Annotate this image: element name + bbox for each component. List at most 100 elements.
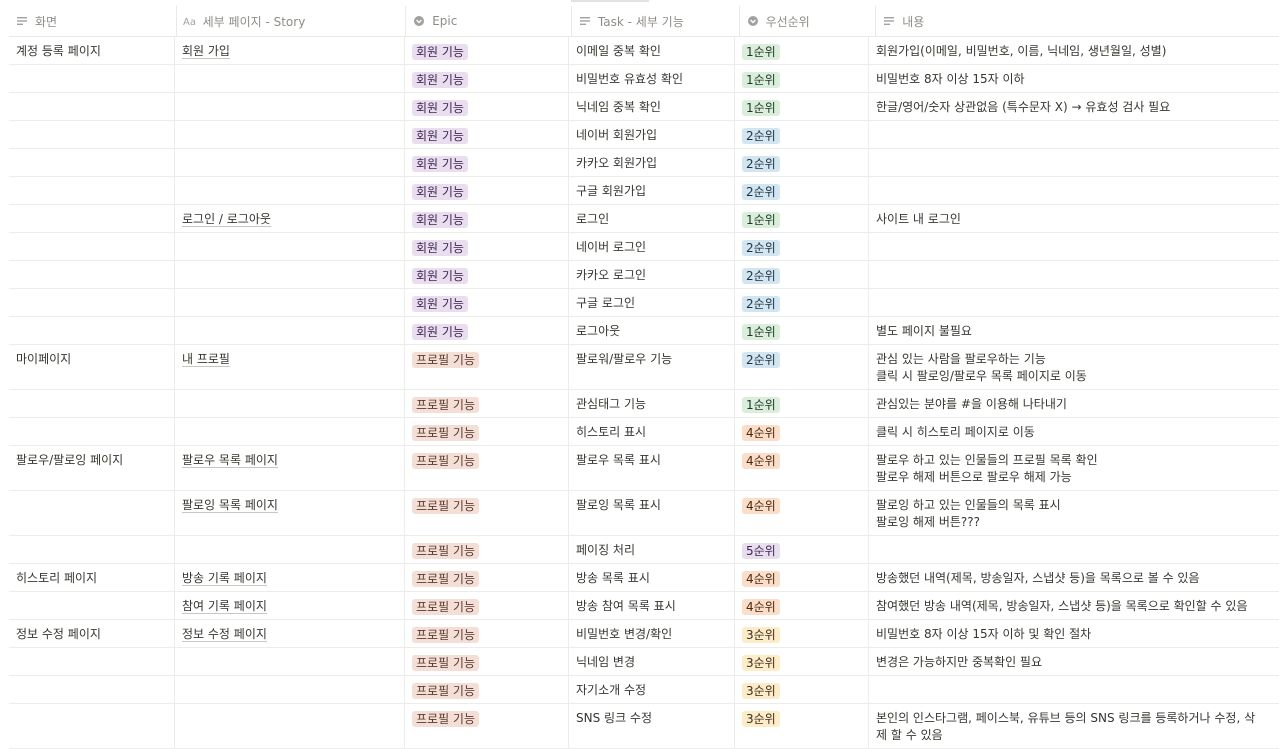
task-cell[interactable]: 닉네임 변경 <box>569 648 735 675</box>
screen-cell[interactable] <box>9 704 175 748</box>
screen-cell[interactable] <box>9 149 175 176</box>
story-cell[interactable]: 방송 기록 페이지 <box>175 564 405 591</box>
epic-cell[interactable]: 회원 기능 <box>405 177 569 204</box>
column-header-3[interactable]: Task - 세부 기능 <box>572 6 740 36</box>
task-cell[interactable]: 카카오 회원가입 <box>569 149 735 176</box>
story-title-link[interactable]: 로그인 / 로그아웃 <box>182 212 271 227</box>
task-cell[interactable]: 방송 목록 표시 <box>569 564 735 591</box>
story-cell[interactable] <box>175 65 405 92</box>
epic-cell[interactable]: 프로필 기능 <box>405 648 569 675</box>
epic-cell[interactable]: 회원 기능 <box>405 121 569 148</box>
priority-cell[interactable]: 1순위 <box>735 317 869 344</box>
story-cell[interactable] <box>175 704 405 748</box>
story-cell[interactable] <box>175 418 405 445</box>
task-cell[interactable]: 네이버 회원가입 <box>569 121 735 148</box>
priority-cell[interactable]: 3순위 <box>735 704 869 748</box>
screen-cell[interactable]: 정보 수정 페이지 <box>9 620 175 647</box>
content-cell[interactable]: 관심 있는 사람을 팔로우하는 기능 클릭 시 팔로잉/팔로우 목록 페이지로 … <box>876 352 1087 383</box>
priority-cell[interactable]: 2순위 <box>735 261 869 288</box>
task-cell[interactable]: 비밀번호 유효성 확인 <box>569 65 735 92</box>
table-row[interactable]: 회원 기능 카카오 회원가입 2순위 <box>9 149 1279 177</box>
table-row[interactable]: 회원 기능 비밀번호 유효성 확인 1순위 비밀번호 8자 이상 15자 이하 <box>9 65 1279 93</box>
epic-cell[interactable]: 프로필 기능 <box>405 676 569 703</box>
content-cell[interactable]: 변경은 가능하지만 중복확인 필요 <box>876 655 1043 669</box>
priority-cell[interactable]: 4순위 <box>735 592 869 619</box>
table-row[interactable]: 프로필 기능 히스토리 표시 4순위 클릭 시 히스토리 페이지로 이동 <box>9 418 1279 446</box>
epic-cell[interactable]: 회원 기능 <box>405 261 569 288</box>
epic-cell[interactable]: 프로필 기능 <box>405 418 569 445</box>
content-cell[interactable]: 한글/영어/숫자 상관없음 (특수문자 X) → 유효성 검사 필요 <box>876 100 1171 114</box>
priority-cell[interactable]: 1순위 <box>735 65 869 92</box>
priority-cell[interactable]: 3순위 <box>735 620 869 647</box>
task-cell[interactable]: 로그아웃 <box>569 317 735 344</box>
story-title-link[interactable]: 참여 기록 페이지 <box>182 599 267 614</box>
priority-cell[interactable]: 3순위 <box>735 676 869 703</box>
story-cell[interactable] <box>175 233 405 260</box>
story-cell[interactable]: 정보 수정 페이지 <box>175 620 405 647</box>
screen-cell[interactable] <box>9 65 175 92</box>
priority-cell[interactable]: 4순위 <box>735 418 869 445</box>
screen-cell[interactable] <box>9 648 175 675</box>
content-cell[interactable]: 별도 페이지 불필요 <box>876 324 972 338</box>
epic-cell[interactable]: 회원 기능 <box>405 65 569 92</box>
story-title-link[interactable]: 팔로우 목록 페이지 <box>182 453 278 468</box>
screen-cell[interactable] <box>9 491 175 535</box>
task-cell[interactable]: 로그인 <box>569 205 735 232</box>
screen-cell[interactable]: 팔로우/팔로잉 페이지 <box>9 446 175 490</box>
story-cell[interactable]: 내 프로필 <box>175 345 405 389</box>
content-cell[interactable]: 참여했던 방송 내역(제목, 방송일자, 스냅샷 등)을 목록으로 확인할 수 … <box>876 599 1248 613</box>
content-cell[interactable] <box>869 121 1279 148</box>
story-cell[interactable] <box>175 390 405 417</box>
story-cell[interactable] <box>175 149 405 176</box>
task-cell[interactable]: 팔로잉 목록 표시 <box>569 491 735 535</box>
content-cell[interactable] <box>869 676 1279 703</box>
epic-cell[interactable]: 프로필 기능 <box>405 592 569 619</box>
table-row[interactable]: 정보 수정 페이지 정보 수정 페이지 프로필 기능 비밀번호 변경/확인 3순위 비밀번… <box>9 620 1279 648</box>
content-cell[interactable] <box>869 261 1279 288</box>
column-header-0[interactable]: 화면 <box>9 6 177 36</box>
priority-cell[interactable]: 2순위 <box>735 177 869 204</box>
table-row[interactable]: 회원 기능 닉네임 중복 확인 1순위 한글/영어/숫자 상관없음 (특수문자 X) … <box>9 93 1279 121</box>
table-row[interactable]: 프로필 기능 자기소개 수정 3순위 <box>9 676 1279 704</box>
content-cell[interactable] <box>869 289 1279 316</box>
table-row[interactable]: 팔로우/팔로잉 페이지 팔로우 목록 페이지 프로필 기능 팔로우 목록 표시 4순위 팔… <box>9 446 1279 491</box>
story-cell[interactable] <box>175 648 405 675</box>
table-row[interactable]: 회원 기능 카카오 로그인 2순위 <box>9 261 1279 289</box>
story-cell[interactable] <box>175 177 405 204</box>
table-row[interactable]: 참여 기록 페이지 프로필 기능 방송 참여 목록 표시 4순위 참여했던 방송 내역(… <box>9 592 1279 620</box>
epic-cell[interactable]: 프로필 기능 <box>405 491 569 535</box>
screen-cell[interactable] <box>9 93 175 120</box>
column-header-4[interactable]: 우선순위 <box>740 6 877 36</box>
content-cell[interactable]: 클릭 시 히스토리 페이지로 이동 <box>876 425 1035 439</box>
story-cell[interactable] <box>175 676 405 703</box>
content-cell[interactable]: 팔로잉 하고 있는 인물들의 목록 표시 팔로잉 해제 버튼??? <box>876 498 1061 529</box>
priority-cell[interactable]: 4순위 <box>735 564 869 591</box>
task-cell[interactable]: 히스토리 표시 <box>569 418 735 445</box>
screen-cell[interactable] <box>9 536 175 563</box>
task-cell[interactable]: 팔로워/팔로우 기능 <box>569 345 735 389</box>
story-cell[interactable]: 팔로우 목록 페이지 <box>175 446 405 490</box>
epic-cell[interactable]: 회원 기능 <box>405 317 569 344</box>
task-cell[interactable]: 관심태그 기능 <box>569 390 735 417</box>
screen-cell[interactable] <box>9 289 175 316</box>
priority-cell[interactable]: 4순위 <box>735 446 869 490</box>
content-cell[interactable]: 사이트 내 로그인 <box>876 212 961 226</box>
priority-cell[interactable]: 1순위 <box>735 37 869 64</box>
epic-cell[interactable]: 프로필 기능 <box>405 390 569 417</box>
table-row[interactable]: 팔로잉 목록 페이지 프로필 기능 팔로잉 목록 표시 4순위 팔로잉 하고 있는 인물… <box>9 491 1279 536</box>
story-cell[interactable] <box>175 536 405 563</box>
screen-cell[interactable] <box>9 121 175 148</box>
screen-cell[interactable] <box>9 592 175 619</box>
priority-cell[interactable]: 1순위 <box>735 205 869 232</box>
task-cell[interactable]: 팔로우 목록 표시 <box>569 446 735 490</box>
content-cell[interactable] <box>869 177 1279 204</box>
screen-cell[interactable]: 히스토리 페이지 <box>9 564 175 591</box>
story-cell[interactable] <box>175 261 405 288</box>
table-row[interactable]: 프로필 기능 페이징 처리 5순위 <box>9 536 1279 564</box>
table-row[interactable]: 프로필 기능 닉네임 변경 3순위 변경은 가능하지만 중복확인 필요 <box>9 648 1279 676</box>
priority-cell[interactable]: 2순위 <box>735 345 869 389</box>
epic-cell[interactable]: 프로필 기능 <box>405 345 569 389</box>
screen-cell[interactable] <box>9 317 175 344</box>
content-cell[interactable]: 회원가입(이메일, 비밀번호, 이름, 닉네임, 생년월일, 성별) <box>876 44 1167 58</box>
priority-cell[interactable]: 2순위 <box>735 149 869 176</box>
